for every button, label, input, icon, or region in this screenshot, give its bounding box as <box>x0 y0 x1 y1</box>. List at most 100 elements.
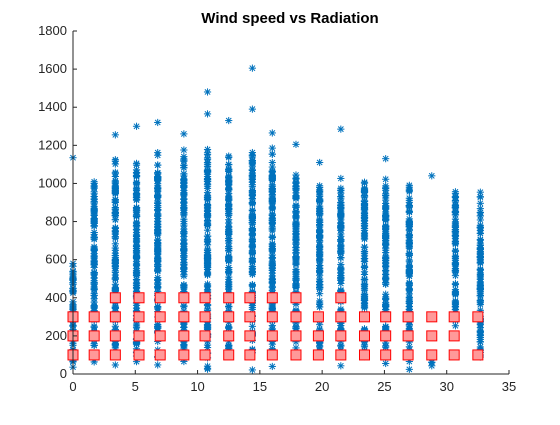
data-point <box>154 245 161 252</box>
square-marker <box>200 350 210 360</box>
data-point <box>382 267 389 274</box>
data-point <box>180 199 187 206</box>
data-point <box>133 204 140 211</box>
data-point <box>406 195 413 202</box>
data-point <box>382 299 389 306</box>
data-point <box>225 186 232 193</box>
data-point <box>225 178 232 185</box>
square-marker <box>336 312 346 322</box>
square-marker <box>473 350 483 360</box>
data-point <box>292 266 299 273</box>
data-point <box>249 65 256 72</box>
data-point <box>225 278 232 285</box>
data-point <box>452 227 459 234</box>
square-marker <box>267 331 277 341</box>
data-point <box>204 218 211 225</box>
square-marker <box>359 312 369 322</box>
data-point <box>91 243 98 250</box>
square-marker <box>179 293 189 303</box>
data-point <box>269 129 276 136</box>
square-marker <box>336 293 346 303</box>
square-marker <box>110 350 120 360</box>
square-marker <box>200 331 210 341</box>
data-point <box>406 258 413 265</box>
data-point <box>249 227 256 234</box>
data-point <box>249 106 256 113</box>
data-point <box>452 291 459 298</box>
data-point <box>337 126 344 133</box>
data-point <box>154 268 161 275</box>
data-point <box>225 264 232 271</box>
data-point <box>204 151 211 158</box>
data-point <box>337 362 344 369</box>
square-marker <box>291 293 301 303</box>
square-marker <box>381 331 391 341</box>
data-point <box>292 208 299 215</box>
square-marker <box>381 312 391 322</box>
square-marker <box>267 312 277 322</box>
data-point <box>452 300 459 307</box>
data-point <box>133 169 140 176</box>
data-point <box>204 88 211 95</box>
data-point <box>133 269 140 276</box>
data-point <box>133 251 140 258</box>
data-point <box>112 285 119 292</box>
x-tick-label: 0 <box>69 379 76 394</box>
data-point <box>204 366 211 373</box>
data-point <box>292 280 299 287</box>
square-marker <box>134 350 144 360</box>
data-point <box>316 272 323 279</box>
data-point <box>337 274 344 281</box>
data-point <box>337 322 344 329</box>
square-marker <box>359 331 369 341</box>
data-point <box>292 230 299 237</box>
data-point <box>361 250 368 257</box>
data-point <box>337 175 344 182</box>
square-marker <box>110 312 120 322</box>
data-point <box>180 184 187 191</box>
data-point <box>112 209 119 216</box>
square-marker <box>336 331 346 341</box>
data-point <box>316 301 323 308</box>
square-marker <box>427 312 437 322</box>
data-point <box>154 192 161 199</box>
data-point <box>154 224 161 231</box>
y-tick-label: 1600 <box>38 61 67 76</box>
square-marker <box>224 331 234 341</box>
square-marker <box>449 312 459 322</box>
data-point <box>249 269 256 276</box>
data-point <box>204 192 211 199</box>
data-point <box>112 169 119 176</box>
data-point <box>477 224 484 231</box>
square-marker <box>403 350 413 360</box>
square-marker <box>336 350 346 360</box>
data-point <box>269 245 276 252</box>
square-marker <box>89 331 99 341</box>
square-marker <box>89 312 99 322</box>
data-point <box>225 284 232 291</box>
data-point <box>91 264 98 271</box>
data-point <box>180 225 187 232</box>
data-point <box>91 279 98 286</box>
data-point <box>112 131 119 138</box>
data-point <box>112 196 119 203</box>
data-point <box>269 284 276 291</box>
data-point <box>204 202 211 209</box>
data-point <box>133 190 140 197</box>
data-point <box>406 366 413 373</box>
data-point <box>225 165 232 172</box>
data-point <box>91 271 98 278</box>
square-marker <box>155 331 165 341</box>
data-point <box>225 245 232 252</box>
square-marker <box>179 350 189 360</box>
square-marker <box>313 331 323 341</box>
data-point <box>154 184 161 191</box>
square-marker <box>359 350 369 360</box>
data-point <box>204 175 211 182</box>
data-point <box>269 269 276 276</box>
data-point <box>112 250 119 257</box>
square-marker <box>179 312 189 322</box>
data-point <box>452 281 459 288</box>
